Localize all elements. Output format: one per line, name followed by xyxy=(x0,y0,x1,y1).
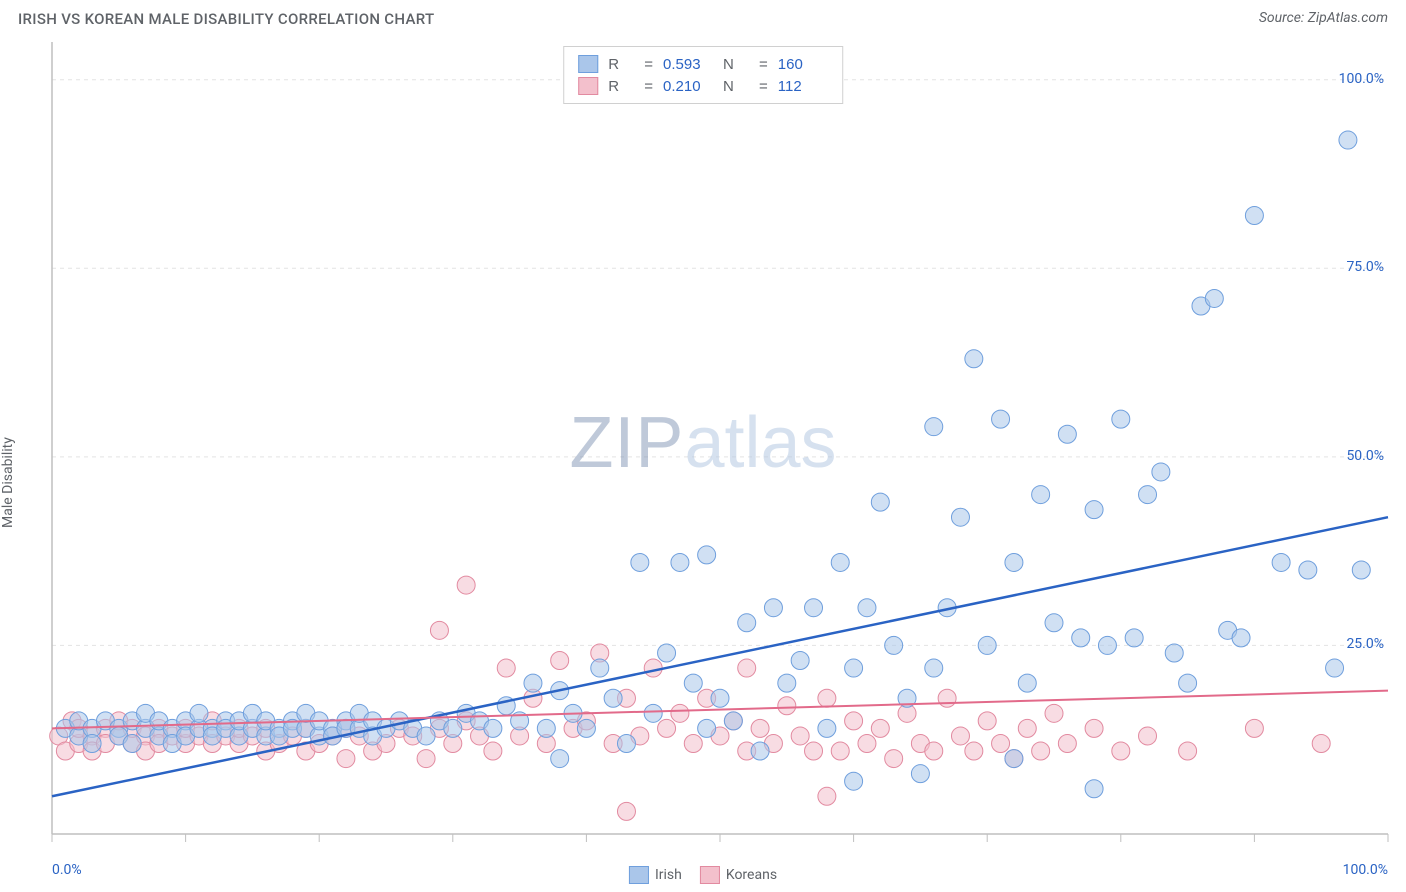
legend-label-koreans: Koreans xyxy=(726,867,777,883)
stats-legend: R = 0.593 N = 160 R = 0.210 N = 112 xyxy=(563,46,843,104)
y-tick-75: 75.0% xyxy=(1346,259,1384,275)
chart-title: IRISH VS KOREAN MALE DISABILITY CORRELAT… xyxy=(18,10,434,28)
y-tick-25: 25.0% xyxy=(1346,636,1384,652)
r-value-irish: 0.593 xyxy=(663,56,713,73)
stats-row-irish: R = 0.593 N = 160 xyxy=(578,53,828,75)
eq-sign: = xyxy=(759,78,768,95)
legend-item-irish: Irish xyxy=(629,866,682,884)
eq-sign: = xyxy=(759,56,768,73)
r-label: R xyxy=(608,56,634,73)
scatter-chart xyxy=(0,34,1406,876)
x-axis-max-label: 100.0% xyxy=(1343,862,1388,878)
legend-swatch-irish xyxy=(629,866,649,884)
swatch-irish xyxy=(578,55,598,73)
legend-swatch-koreans xyxy=(700,866,720,884)
n-label: N xyxy=(723,56,749,73)
n-value-koreans: 112 xyxy=(778,78,828,95)
legend-label-irish: Irish xyxy=(655,867,682,883)
r-value-koreans: 0.210 xyxy=(663,78,713,95)
bottom-legend: Irish Koreans xyxy=(629,866,777,884)
source-label: Source: ZipAtlas.com xyxy=(1259,10,1388,26)
y-tick-100: 100.0% xyxy=(1339,71,1384,87)
eq-sign: = xyxy=(644,78,653,95)
n-label: N xyxy=(723,78,749,95)
n-value-irish: 160 xyxy=(778,56,828,73)
chart-area: Male Disability ZIPatlas R = 0.593 N = 1… xyxy=(0,34,1406,886)
y-tick-50: 50.0% xyxy=(1346,448,1384,464)
swatch-koreans xyxy=(578,77,598,95)
eq-sign: = xyxy=(644,56,653,73)
stats-row-koreans: R = 0.210 N = 112 xyxy=(578,75,828,97)
x-axis-min-label: 0.0% xyxy=(52,862,82,878)
legend-item-koreans: Koreans xyxy=(700,866,777,884)
r-label: R xyxy=(608,78,634,95)
y-axis-title: Male Disability xyxy=(0,437,16,528)
